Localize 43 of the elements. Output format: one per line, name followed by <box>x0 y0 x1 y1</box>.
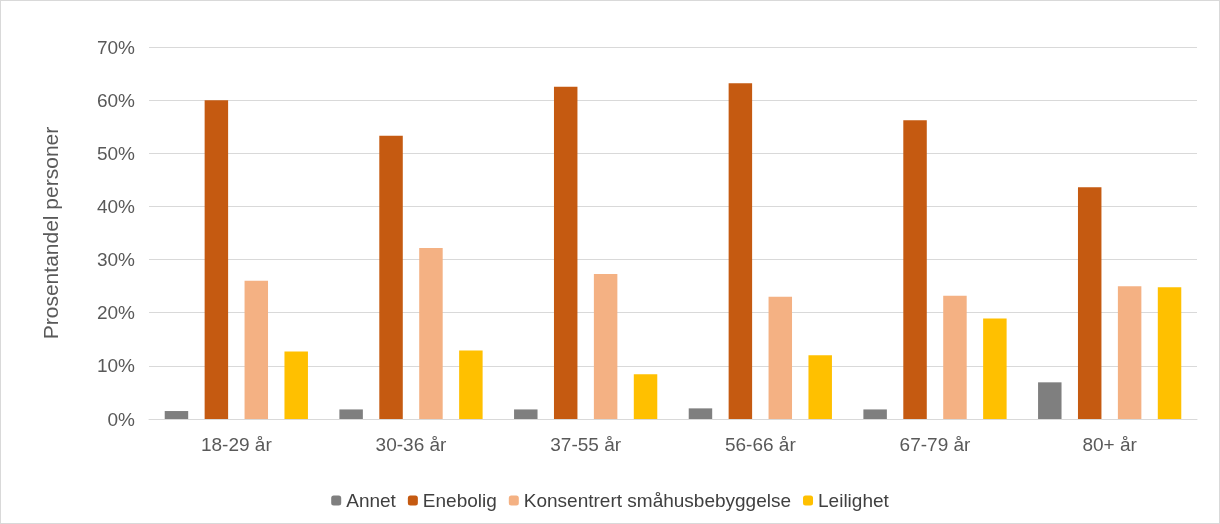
x-tick-label: 67-79 år <box>899 434 972 455</box>
y-tick-label: 70% <box>96 36 136 58</box>
bar <box>379 135 403 419</box>
bar <box>1117 286 1142 419</box>
y-tick-label: 60% <box>96 89 136 111</box>
x-tick-label: 37-55 år <box>550 434 622 455</box>
bar <box>1077 187 1102 419</box>
bar <box>1038 382 1062 419</box>
y-tick-label: 0% <box>107 408 136 430</box>
y-tick-label: 40% <box>96 195 136 217</box>
y-tick-label: 10% <box>96 355 136 377</box>
bar <box>593 273 618 419</box>
legend-label: Leilighet <box>818 490 890 511</box>
bar <box>204 100 229 419</box>
bar <box>284 351 308 419</box>
y-tick-label: 20% <box>96 302 136 324</box>
legend-label: Annet <box>346 490 397 511</box>
bar <box>808 355 832 419</box>
y-axis-title: Prosentandel personer <box>39 126 62 340</box>
x-tick-label: 30-36 år <box>375 434 448 455</box>
bar <box>633 374 658 419</box>
bar <box>244 280 269 419</box>
bar <box>514 409 538 419</box>
x-tick-label: 56-66 år <box>724 434 797 455</box>
bar <box>688 408 713 419</box>
bar <box>164 411 189 419</box>
bar <box>459 350 483 419</box>
legend-label: Konsentrert småhusbebyggelse <box>523 490 792 511</box>
bar <box>768 296 793 419</box>
y-tick-label: 30% <box>96 249 136 271</box>
y-tick-label: 50% <box>96 142 136 164</box>
bar <box>419 247 443 419</box>
bar <box>553 86 578 419</box>
x-tick-label: 80+ år <box>1082 434 1138 455</box>
bar <box>943 295 967 419</box>
bar <box>983 318 1007 419</box>
legend-label: Enebolig <box>422 490 497 511</box>
bar <box>339 409 363 419</box>
bar <box>903 120 927 419</box>
x-tick-label: 18-29 år <box>200 434 273 455</box>
bar <box>728 83 753 419</box>
bar <box>863 409 887 419</box>
bar <box>1157 287 1182 419</box>
